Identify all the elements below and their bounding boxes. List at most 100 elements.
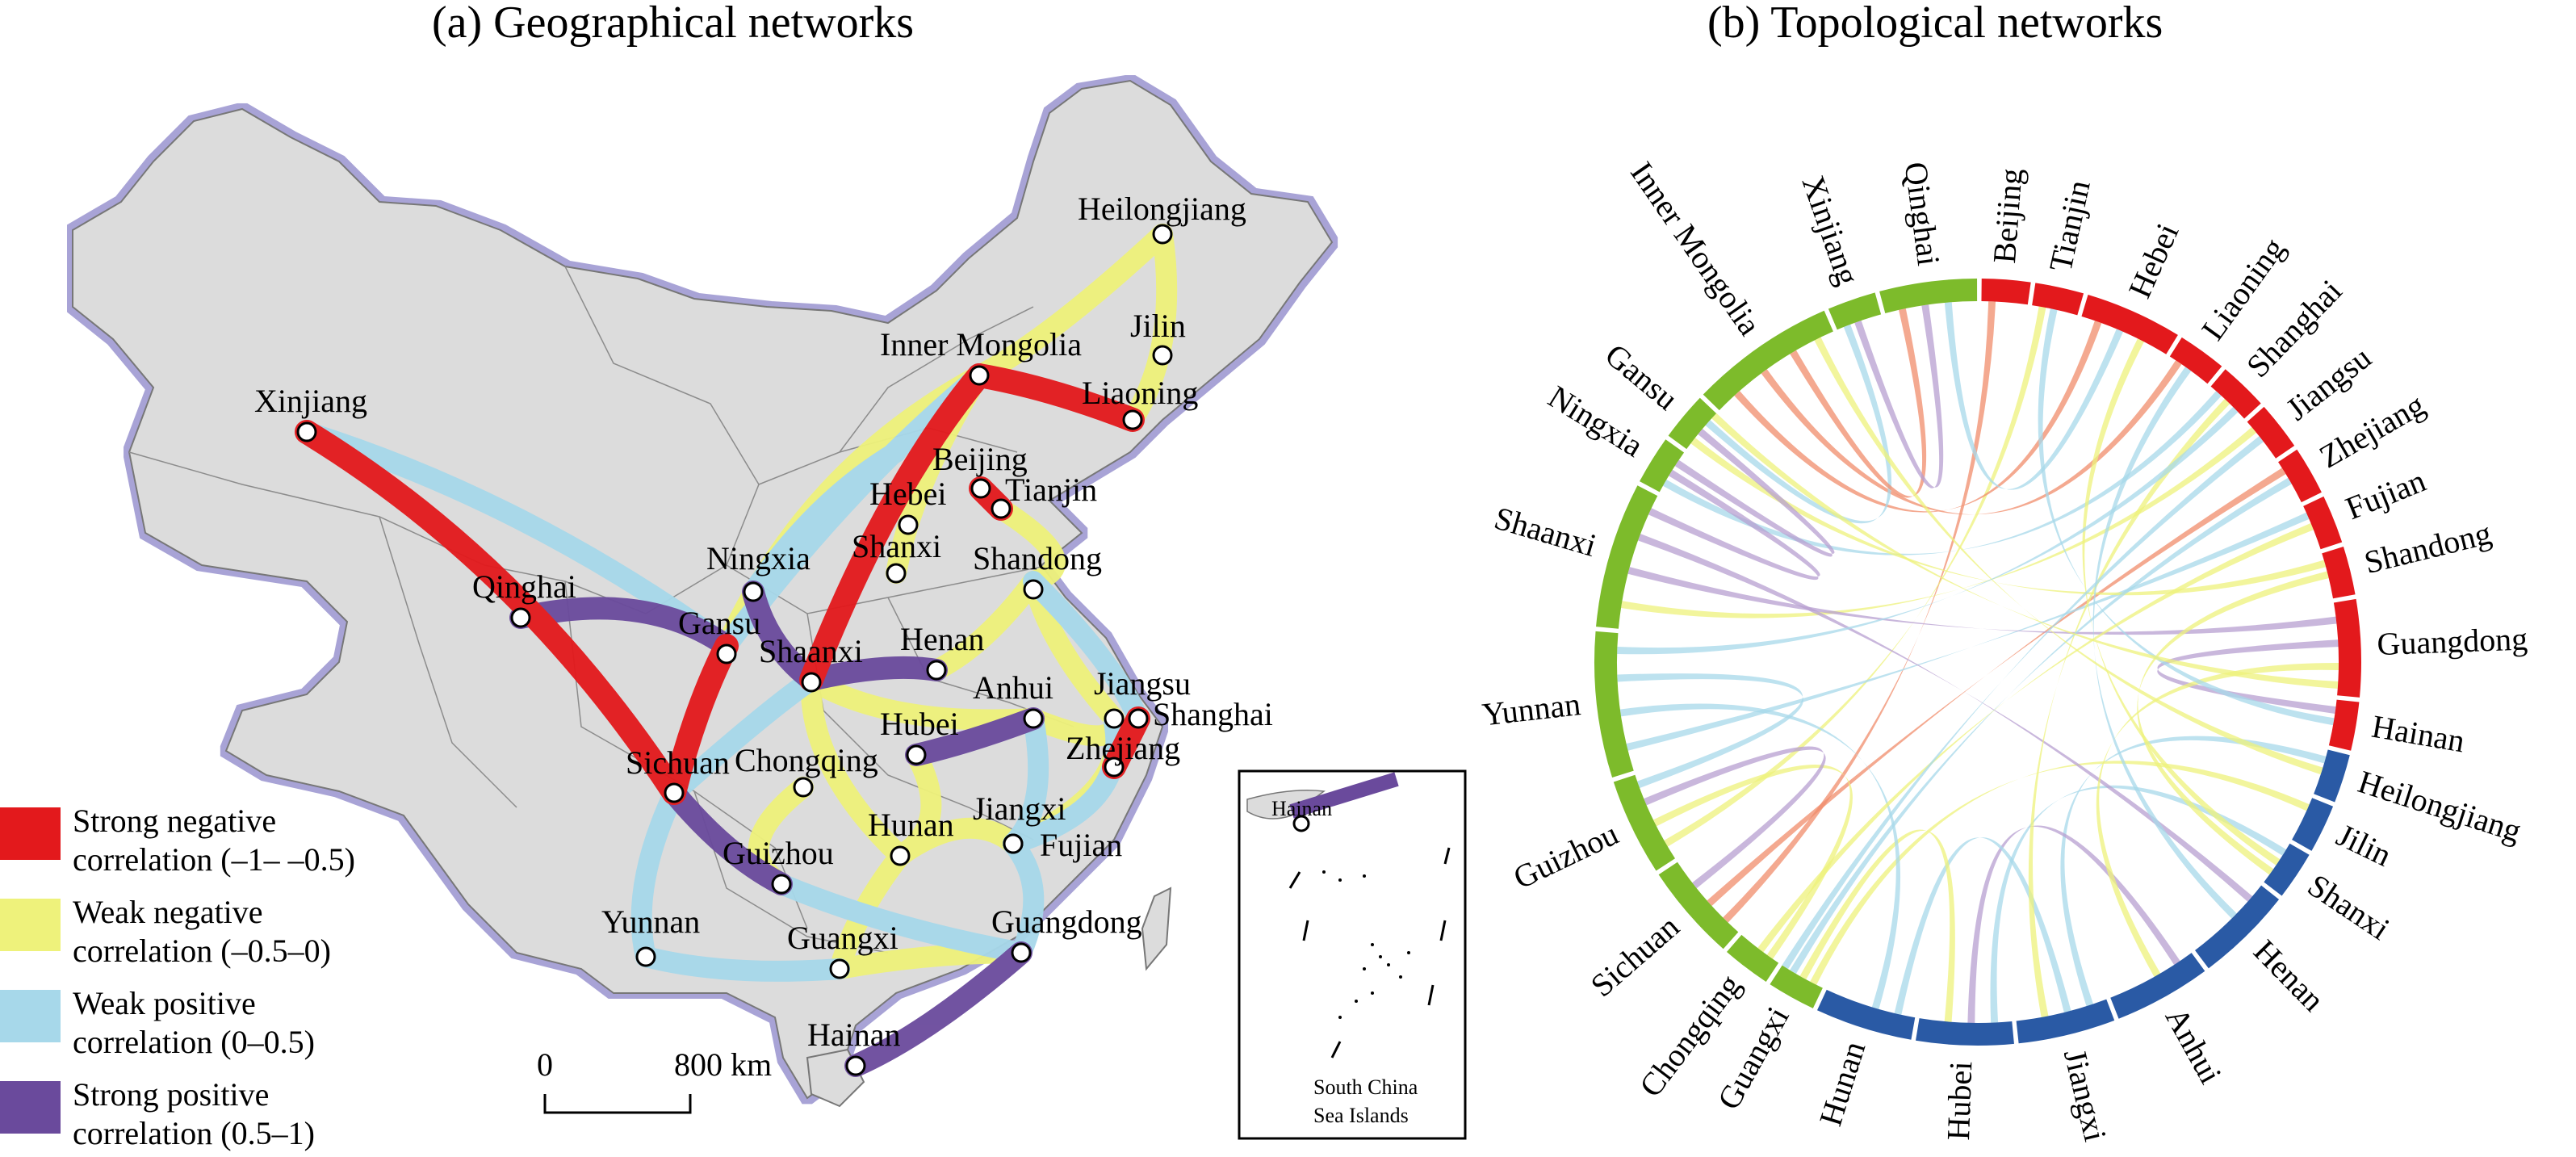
legend-weak-negative-line2: correlation (–0.5–0)	[73, 933, 331, 969]
label-fujian: Fujian	[1040, 827, 1122, 863]
label-guangxi: Guangxi	[787, 920, 898, 956]
chord-label-qinghai: Qinghai	[1898, 160, 1947, 268]
chord-segment-hubei	[1916, 1018, 2014, 1046]
chord-segment-shanxi	[2264, 843, 2310, 896]
label-henan: Henan	[900, 621, 984, 657]
legend-swatch-weak-positive	[0, 990, 61, 1042]
edge-sichuan-yunnan	[630, 782, 685, 967]
chord-ribbon	[1894, 837, 2071, 1015]
chord-segment-shandong	[2322, 546, 2356, 599]
legend-strong-positive-line1: Strong positive	[73, 1076, 269, 1113]
chord-segment-heilongjiang	[2314, 749, 2350, 803]
chord-segment-guizhou	[1613, 774, 1675, 871]
chord-ribbon	[1761, 360, 2182, 515]
marker-beijing	[970, 478, 991, 499]
chord-label-hebei: Hebei	[2121, 218, 2185, 304]
marker-hebei	[898, 514, 919, 535]
label-heilongjiang: Heilongjiang	[1078, 191, 1246, 227]
legend-swatch-weak-negative	[0, 899, 61, 951]
chord-ribbon	[1799, 829, 1955, 1022]
label-hainan: Hainan	[807, 1017, 901, 1053]
marker-innermongolia	[969, 365, 990, 386]
marker-hubei	[906, 744, 927, 765]
marker-henan	[926, 660, 947, 681]
chord-ribbon	[1944, 302, 2124, 490]
marker-chongqing	[793, 777, 814, 798]
chord-segment-hebei	[2081, 295, 2178, 354]
edge-shaanxi-henan	[800, 656, 948, 691]
edge-ningxia-hebei	[743, 442, 907, 602]
scale-zero: 0	[537, 1046, 553, 1083]
label-qinghai: Qinghai	[472, 568, 576, 605]
chord-ring	[1594, 279, 2361, 1046]
chord-segment-liaoning	[2169, 337, 2222, 384]
marker-zhejiang	[1104, 757, 1125, 778]
edge-qinghai-gansu	[509, 597, 738, 657]
chord-label-jiangxi: Jiangxi	[2057, 1046, 2114, 1145]
chord-label-jilin: Jilin	[2331, 816, 2398, 874]
marker-anhui	[1023, 708, 1044, 729]
chord-segment-fujian	[2303, 496, 2343, 550]
chord-segment-chongqing	[1727, 934, 1779, 982]
edge-shandong-shanghai	[1023, 571, 1149, 729]
chord-segment-zhejiang	[2278, 449, 2322, 503]
legend-weak-positive-line1: Weak positive	[73, 985, 256, 1021]
legend-weak-negative-line1: Weak negative	[73, 894, 263, 930]
chord-label-anhui: Anhui	[2159, 1001, 2230, 1089]
network-edges	[295, 224, 1178, 1077]
chord-label-gansu: Gansu	[1598, 337, 1685, 417]
label-shaanxi: Shaanxi	[759, 633, 863, 669]
chord-segment-guangxi	[1770, 965, 1823, 1008]
scale-bar: 0 800 km	[537, 1046, 772, 1114]
chord-label-xinjiang: Xinjiang	[1795, 171, 1867, 290]
legend-strong-negative-line2: correlation (–1– –0.5)	[73, 841, 355, 878]
chord-ribbon	[1648, 469, 1820, 581]
legend-strong-positive-line2: correlation (0.5–1)	[73, 1115, 315, 1151]
chord-segment-henan	[2195, 885, 2280, 969]
label-guizhou: Guizhou	[723, 835, 834, 871]
legend: Strong negative correlation (–1– –0.5) W…	[0, 803, 355, 1151]
chord-ribbon	[1690, 438, 2327, 596]
label-zhejiang: Zhejiang	[1066, 730, 1180, 766]
chord-label-guangdong: Guangdong	[2377, 620, 2528, 662]
label-yunnan: Yunnan	[601, 903, 700, 940]
city-labels: Heilongjiang Jilin Inner Mongolia Liaoni…	[254, 191, 1273, 1053]
label-anhui: Anhui	[973, 669, 1053, 706]
city-markers	[296, 224, 1173, 1076]
edge-guizhou-guangdong	[771, 874, 1032, 963]
label-beijing: Beijing	[932, 441, 1028, 477]
chord-segment-jiangxi	[2016, 999, 2115, 1044]
chord-segment-tianjin	[2032, 283, 2084, 316]
chord-segment-shaanxi	[1596, 485, 1658, 629]
label-hubei: Hubei	[880, 706, 959, 742]
marker-xinjiang	[296, 421, 317, 442]
label-gansu: Gansu	[678, 605, 760, 641]
chord-segment-ningxia	[1640, 439, 1685, 493]
chord-label-shanxi: Shanxi	[2302, 867, 2396, 947]
edge-sichuan-guizhou	[663, 782, 793, 895]
chord-ribbon	[1638, 534, 2253, 902]
label-innermongolia: Inner Mongolia	[880, 326, 1082, 363]
label-liaoning: Liaoning	[1082, 375, 1198, 411]
marker-shandong	[1023, 579, 1044, 600]
chord-label-shaanxi: Shaanxi	[1490, 500, 1600, 564]
chord-label-hubei: Hubei	[1940, 1061, 1979, 1141]
south-china-sea-inset: Hainan South China Sea Islands	[1238, 769, 1467, 1140]
panel-b-title: (b) Topological networks	[1707, 0, 2163, 48]
marker-ningxia	[743, 581, 764, 602]
edge-xinjiang-sichuan	[295, 420, 686, 805]
marker-hainan	[845, 1055, 866, 1076]
edge-shaanxi-innermongolia-red	[799, 363, 991, 692]
chord-label-inner-mongolia: Inner Mongolia	[1623, 155, 1768, 342]
edge-guangdong-hainan	[844, 941, 1032, 1077]
edge-anhui-jiangxi	[1003, 708, 1049, 854]
label-hunan: Hunan	[868, 807, 954, 843]
chord-ribbon	[2038, 308, 2335, 726]
marker-shaanxi	[801, 672, 822, 693]
chord-segment-beijing	[1981, 279, 2031, 305]
chord-segment-yunnan	[1594, 631, 1634, 778]
chord-label-shandong: Shandong	[2360, 514, 2494, 581]
chord-ribbon	[1617, 673, 1803, 789]
label-shandong: Shandong	[973, 540, 1102, 576]
label-jiangxi: Jiangxi	[973, 790, 1066, 827]
